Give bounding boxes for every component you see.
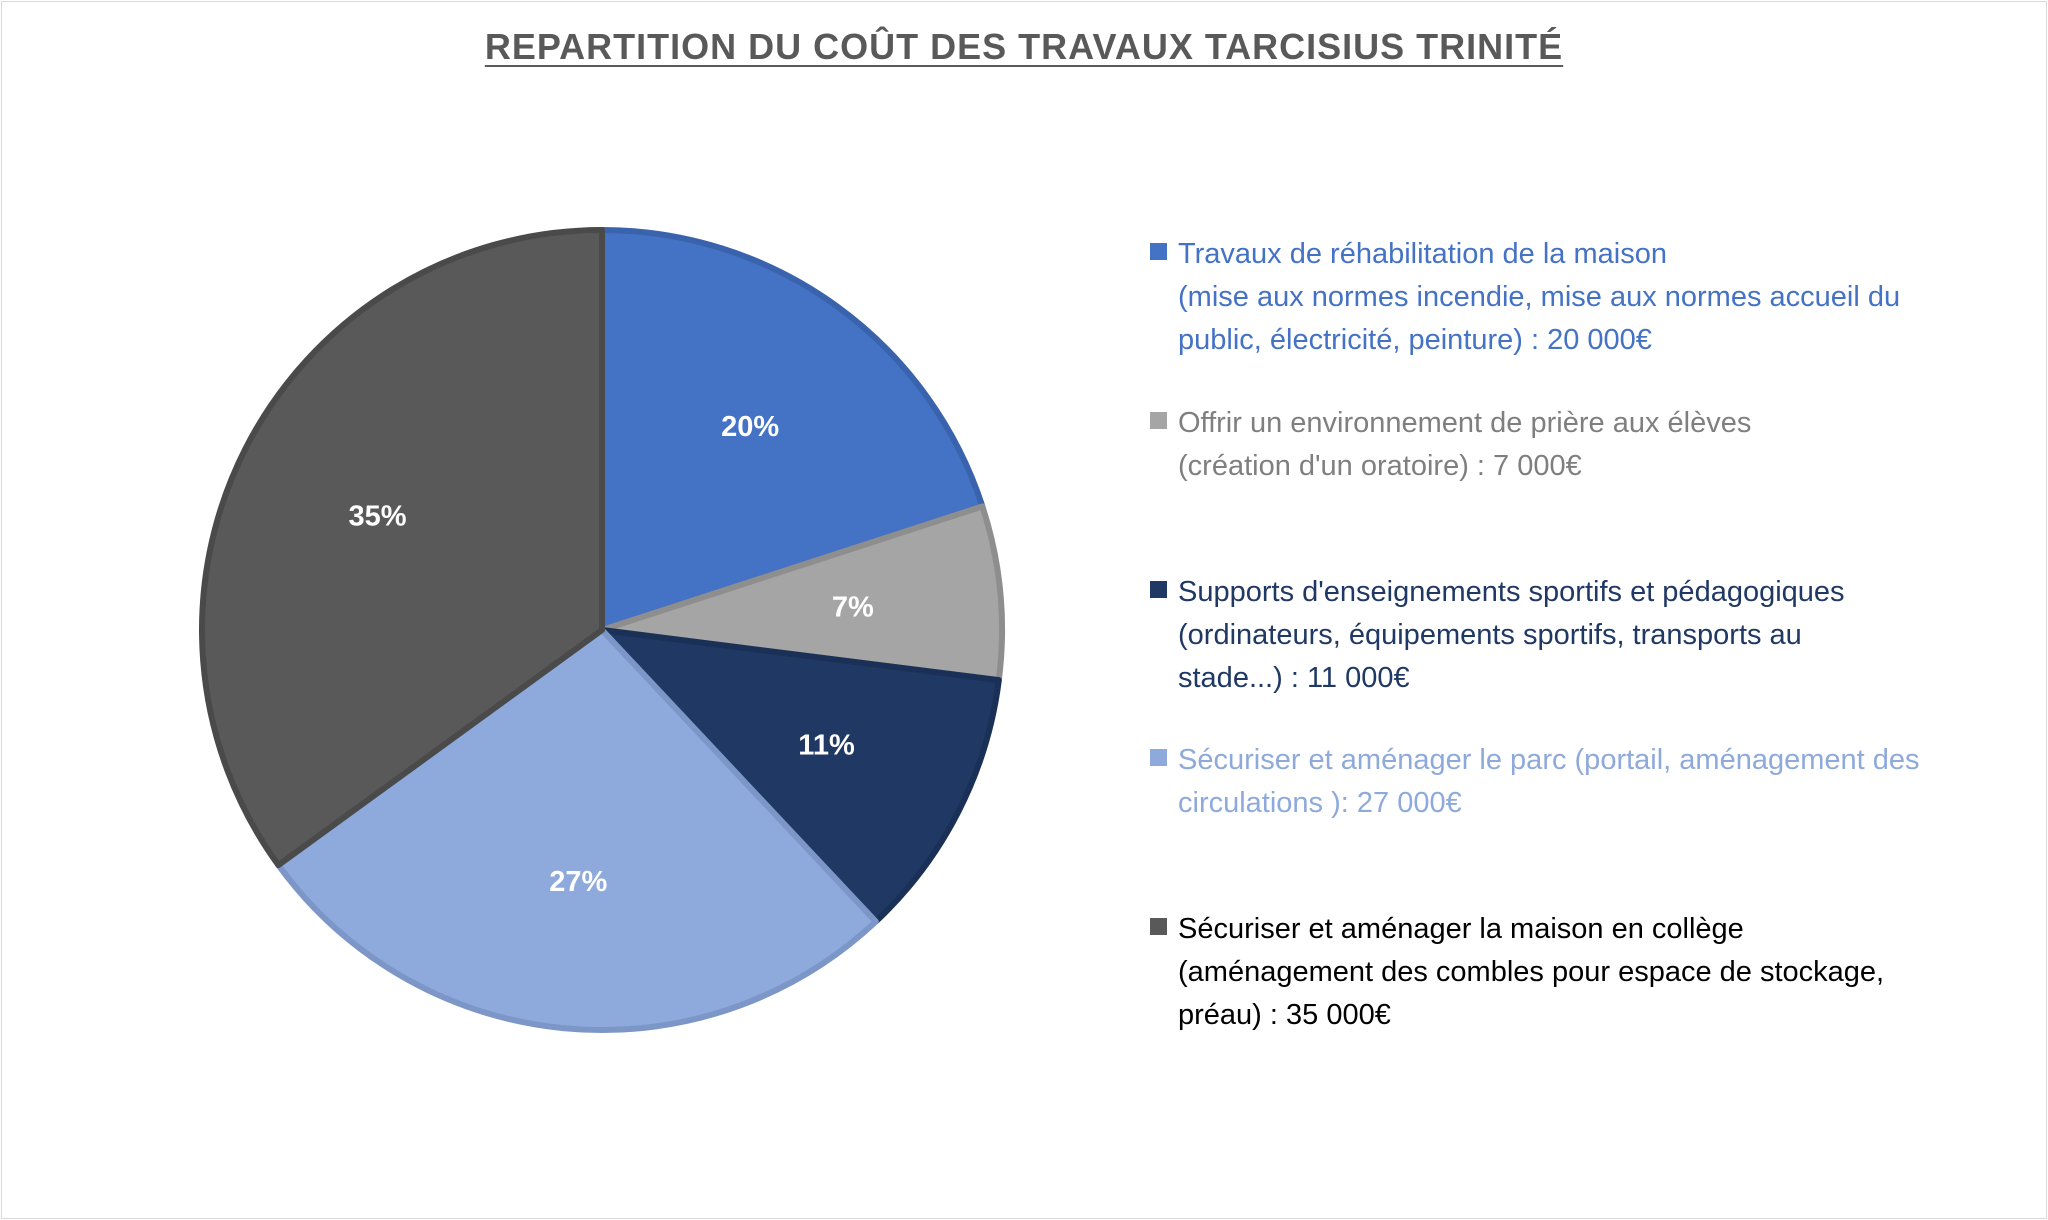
legend-label-line: stade...) : 11 000€: [1178, 662, 1410, 694]
legend-marker-3: [1150, 581, 1167, 598]
legend-marker-4: [1150, 749, 1167, 766]
legend-label-4: Sécuriser et aménager le parc (portail, …: [1178, 739, 2008, 825]
pie-slice-3: [599, 627, 1002, 925]
data-label-2: 7%: [832, 591, 874, 623]
legend-label-line: public, électricité, peinture) : 20 000€: [1178, 324, 1652, 356]
pie-slice-5: [199, 227, 605, 869]
legend-label-line: (ordinateurs, équipements sportifs, tran…: [1178, 619, 1802, 651]
legend-label-line: (création d'un oratoire) : 7 000€: [1178, 450, 1582, 482]
legend-label-line: Sécuriser et aménager le parc (portail, …: [1178, 744, 1920, 776]
legend-label-line: Travaux de réhabilitation de la maison: [1178, 238, 1667, 270]
pie-slice-4: [275, 627, 879, 1033]
data-label-3: 11%: [798, 729, 855, 761]
legend-label-line: (aménagement des combles pour espace de …: [1178, 956, 1885, 988]
data-label-5: 35%: [348, 501, 406, 533]
chart-title: REPARTITION DU COÛT DES TRAVAUX TARCISIU…: [484, 26, 1564, 67]
legend-label-line: circulations ): 27 000€: [1178, 787, 1462, 819]
legend-label-3: Supports d'enseignements sportifs et péd…: [1178, 571, 2008, 700]
legend-marker-1: [1150, 243, 1167, 260]
legend-label-2: Offrir un environnement de prière aux él…: [1178, 402, 2008, 488]
legend-label-1: Travaux de réhabilitation de la maison (m…: [1178, 233, 2008, 362]
legend-label-line: Supports d'enseignements sportifs et péd…: [1178, 576, 1845, 608]
legend-label-line: (mise aux normes incendie, mise aux norm…: [1178, 281, 1901, 313]
data-label-4: 27%: [549, 866, 607, 898]
legend-label-5: Sécuriser et aménager la maison en collè…: [1178, 908, 2008, 1037]
legend-label-line: préau) : 35 000€: [1178, 999, 1391, 1031]
pie-slice-2: [599, 503, 1005, 684]
legend-label-line: Offrir un environnement de prière aux él…: [1178, 407, 1752, 439]
pie-slice-1: [599, 227, 986, 633]
legend-marker-5: [1150, 918, 1167, 935]
legend-label-line: Sécuriser et aménager la maison en collè…: [1178, 913, 1744, 945]
legend-marker-2: [1150, 412, 1167, 429]
data-label-1: 20%: [721, 411, 779, 443]
